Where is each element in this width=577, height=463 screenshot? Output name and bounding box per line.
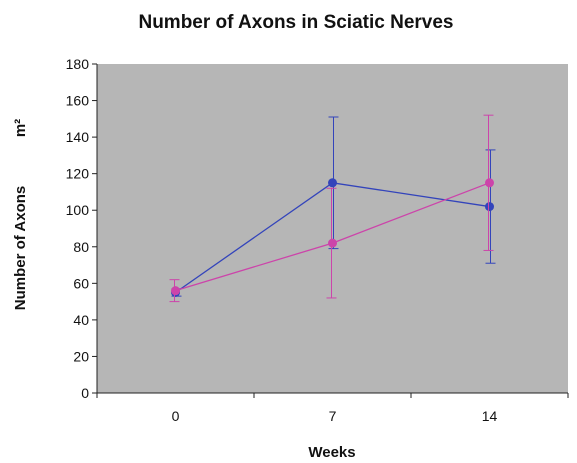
series-layer bbox=[169, 114, 496, 303]
data-point bbox=[171, 286, 180, 296]
y-tick-label: 60 bbox=[73, 275, 89, 291]
x-tick-label: 14 bbox=[482, 408, 498, 424]
y-tick-label: 40 bbox=[73, 312, 89, 328]
data-point bbox=[485, 178, 494, 188]
y-tick-label: 80 bbox=[73, 239, 89, 255]
x-tick-label: 0 bbox=[172, 408, 180, 424]
y-tick-label: 140 bbox=[66, 129, 90, 145]
y-tick-label: 180 bbox=[66, 56, 90, 72]
data-point bbox=[485, 202, 494, 212]
y-tick-label: 20 bbox=[73, 348, 89, 364]
plot-area bbox=[97, 64, 568, 393]
chart-title: Number of Axons in Sciatic Nerves bbox=[138, 12, 453, 33]
y-axis-unit: m² bbox=[12, 119, 29, 137]
data-point bbox=[328, 238, 337, 248]
x-tick-label: 7 bbox=[329, 408, 337, 424]
y-tick-label: 0 bbox=[81, 385, 89, 401]
x-axis-title: Weeks bbox=[308, 444, 355, 461]
y-tick-label: 100 bbox=[66, 202, 90, 218]
y-tick-label: 120 bbox=[66, 166, 90, 182]
data-point bbox=[328, 178, 337, 188]
y-tick-label: 160 bbox=[66, 93, 90, 109]
x-axis-ticks: 0 7 14 bbox=[96, 393, 569, 424]
y-axis-title: Number of Axons bbox=[12, 186, 29, 310]
series-2 bbox=[169, 114, 494, 303]
axes bbox=[96, 64, 568, 394]
y-axis-ticks: 0 20 40 60 80 100 120 140 160 180 bbox=[66, 56, 97, 401]
